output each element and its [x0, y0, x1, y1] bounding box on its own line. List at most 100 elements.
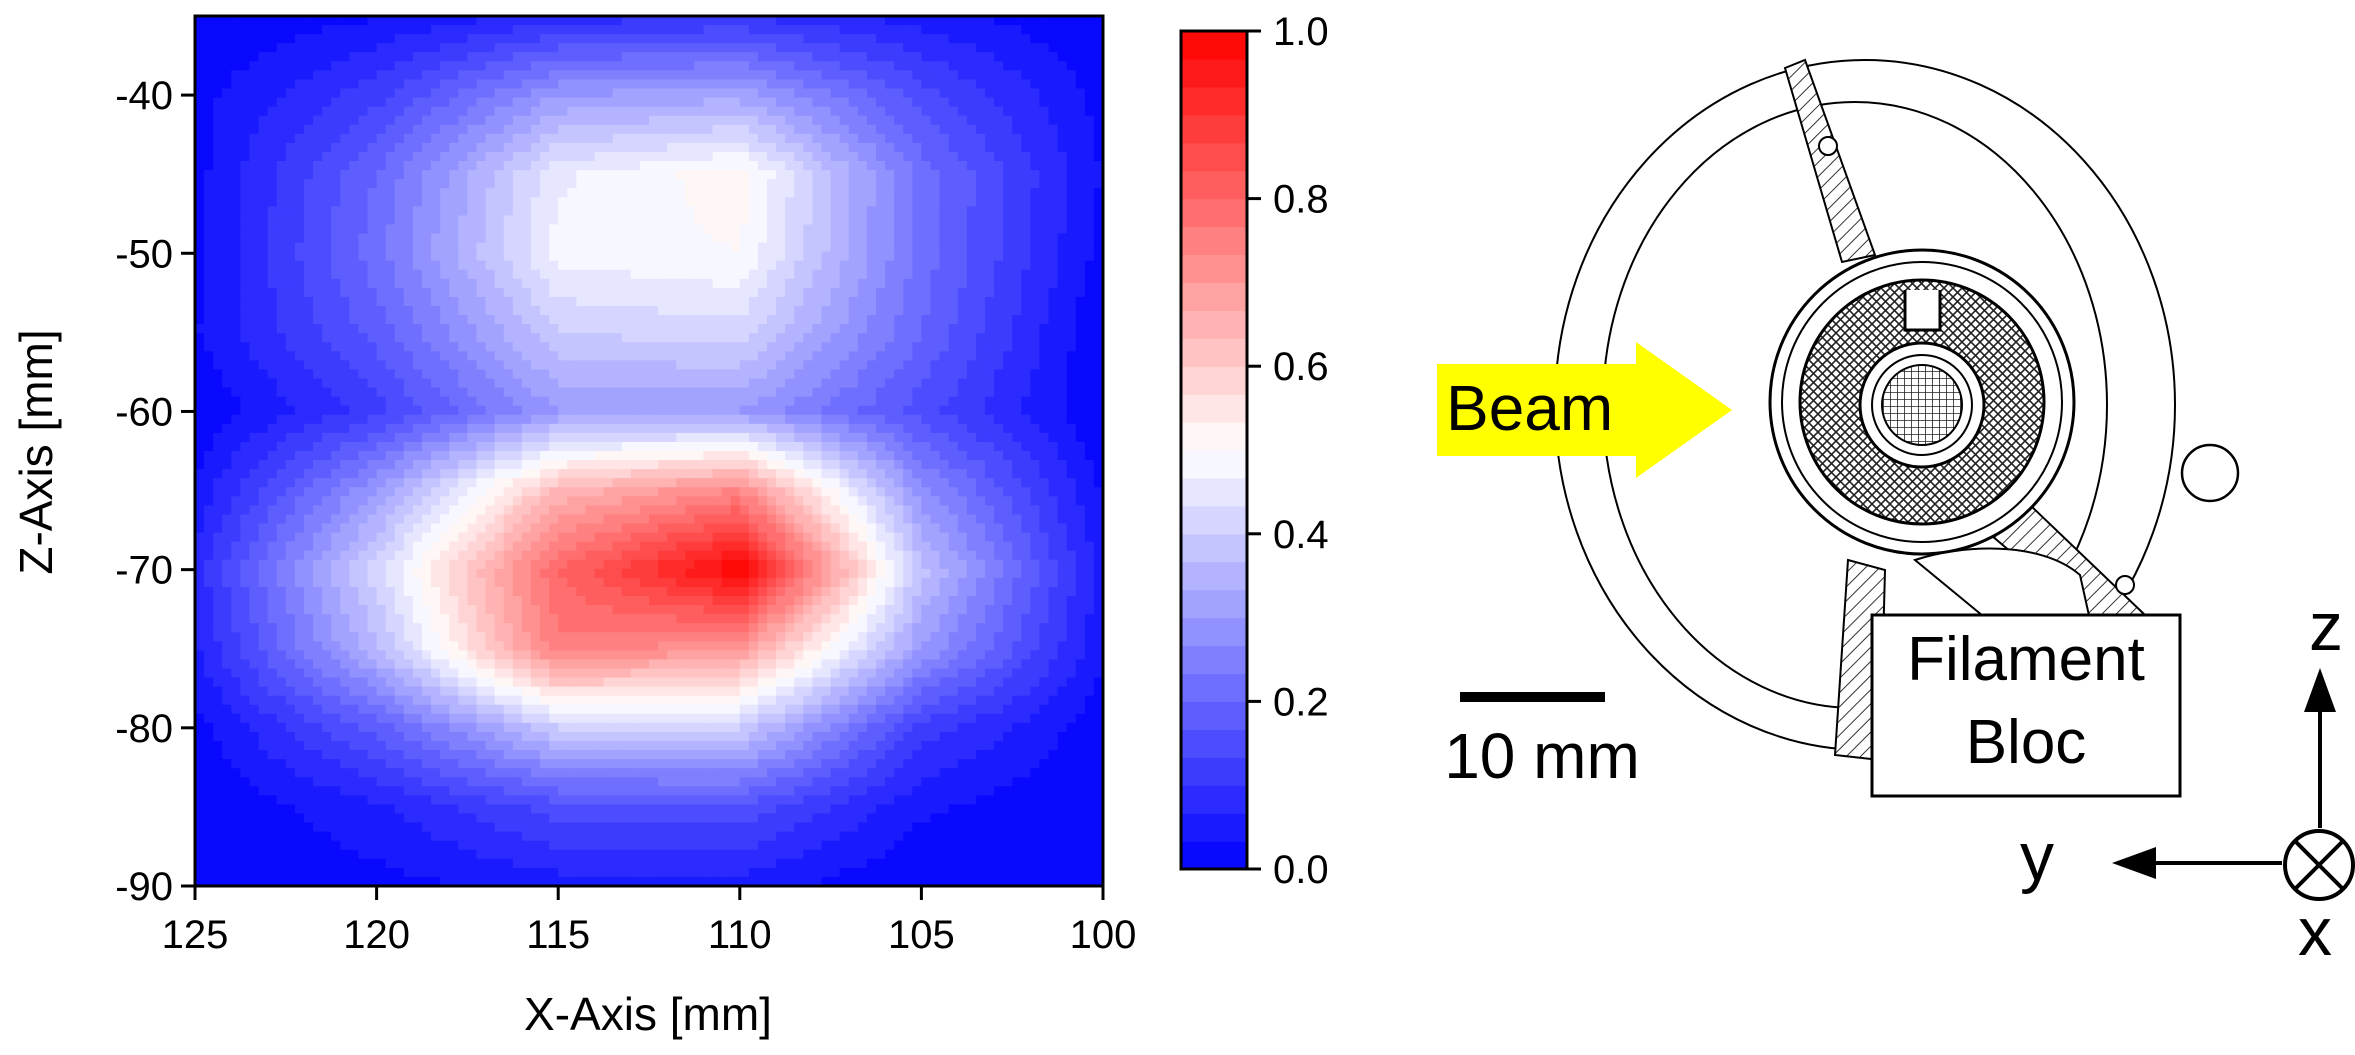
heatmap-cell — [1030, 16, 1041, 26]
heatmap-cell — [821, 441, 832, 452]
heatmap-cell — [367, 351, 378, 361]
heatmap-cell — [267, 306, 278, 316]
heatmap-cell — [1012, 306, 1022, 316]
heatmap-cell — [757, 206, 768, 216]
heatmap-cell — [276, 278, 287, 289]
heatmap-cell — [658, 296, 668, 307]
heatmap-cell — [748, 324, 759, 334]
heatmap-cell — [994, 133, 1004, 144]
heatmap-cell — [576, 296, 587, 307]
heatmap-cell — [994, 188, 1004, 198]
heatmap-cell — [848, 25, 859, 35]
heatmap-cell — [994, 43, 1004, 53]
heatmap-cell — [549, 360, 559, 371]
heatmap-cell — [594, 242, 605, 253]
heatmap-cell — [258, 215, 269, 226]
heatmap-cell — [340, 106, 350, 117]
heatmap-cell — [667, 432, 677, 443]
heatmap-cell — [431, 441, 441, 452]
heatmap-cell — [222, 378, 232, 389]
heatmap-cell — [521, 333, 532, 343]
heatmap-cell — [903, 115, 913, 126]
heatmap-cell — [213, 188, 223, 198]
heatmap-cell — [1066, 142, 1077, 153]
heatmap-cell — [757, 79, 768, 90]
heatmap-cell — [485, 242, 496, 253]
heatmap-cell — [394, 197, 405, 207]
heatmap-cell — [267, 142, 278, 153]
heatmap-cell — [1075, 233, 1086, 244]
heatmap-cell — [567, 251, 577, 262]
heatmap-cell — [340, 306, 350, 316]
heatmap-cell — [739, 351, 750, 361]
heatmap-cell — [540, 133, 550, 144]
heatmap-cell — [757, 61, 768, 71]
heatmap-cell — [440, 378, 450, 389]
heatmap-cell — [903, 441, 913, 452]
heatmap-cell — [794, 251, 804, 262]
heatmap-cell — [603, 278, 614, 289]
heatmap-cell — [340, 369, 350, 380]
heatmap-cell — [240, 124, 251, 135]
heatmap-cell — [776, 215, 786, 226]
heatmap-cell — [1057, 251, 1068, 262]
heatmap-cell — [1093, 315, 1103, 325]
heatmap-cell — [222, 342, 232, 352]
heatmap-cell — [821, 124, 832, 135]
heatmap-cell — [1021, 25, 1031, 35]
heatmap-cell — [603, 296, 614, 307]
heatmap-cell — [948, 251, 959, 262]
heatmap-cell — [349, 342, 360, 352]
heatmap-cell — [240, 360, 251, 371]
heatmap-cell — [431, 88, 441, 99]
heatmap-cell — [458, 151, 468, 162]
heatmap-cell — [894, 115, 904, 126]
heatmap-cell — [358, 414, 369, 425]
heatmap-cell — [476, 251, 487, 262]
heatmap-cell — [975, 170, 986, 180]
heatmap-cell — [876, 315, 886, 325]
heatmap-cell — [449, 324, 459, 334]
heatmap-cell — [303, 115, 314, 126]
heatmap-cell — [839, 287, 850, 298]
heatmap-cell — [512, 414, 523, 425]
heatmap-cell — [285, 451, 296, 461]
heatmap-cell — [676, 315, 686, 325]
heatmap-cell — [394, 360, 405, 371]
heatmap-cell — [249, 215, 260, 226]
heatmap-cell — [512, 296, 523, 307]
heatmap-cell — [431, 70, 441, 81]
heatmap-cell — [1048, 52, 1059, 62]
heatmap-cell — [694, 224, 705, 235]
heatmap-cell — [957, 342, 968, 352]
heatmap-cell — [422, 142, 432, 153]
heatmap-cell — [857, 369, 868, 380]
heatmap-cell — [431, 414, 441, 425]
heatmap-cell — [294, 179, 305, 189]
heatmap-cell — [694, 242, 705, 253]
heatmap-cell — [694, 70, 705, 81]
heatmap-cell — [431, 16, 441, 26]
heatmap-cell — [1075, 324, 1086, 334]
heatmap-cell — [476, 242, 487, 253]
heatmap-cell — [939, 61, 950, 71]
heatmap-cell — [857, 351, 868, 361]
heatmap-cell — [367, 296, 378, 307]
heatmap-cell — [984, 179, 995, 189]
heatmap-cell — [285, 269, 296, 280]
heatmap-cell — [222, 233, 232, 244]
heatmap-cell — [521, 52, 532, 62]
heatmap-cell — [1057, 423, 1068, 434]
heatmap-cell — [757, 170, 768, 180]
heatmap-cell — [195, 161, 205, 171]
heatmap-cell — [549, 351, 559, 361]
heatmap-cell — [649, 432, 659, 443]
heatmap-cell — [358, 324, 369, 334]
heatmap-cell — [921, 432, 932, 443]
heatmap-cell — [440, 43, 450, 53]
heatmap-cell — [494, 387, 505, 398]
heatmap-cell — [948, 351, 959, 361]
heatmap-cell — [285, 333, 296, 343]
heatmap-cell — [1084, 378, 1095, 389]
heatmap-cell — [939, 278, 950, 289]
